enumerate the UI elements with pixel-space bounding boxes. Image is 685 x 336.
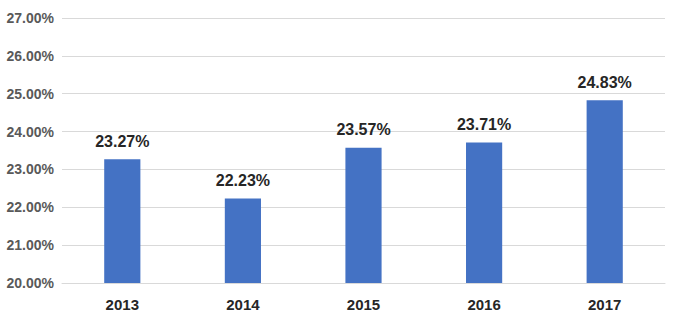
svg-text:2015: 2015 (347, 296, 380, 313)
svg-text:25.00%: 25.00% (7, 86, 55, 102)
svg-text:24.00%: 24.00% (7, 124, 55, 140)
svg-text:27.00%: 27.00% (7, 10, 55, 26)
svg-text:22.00%: 22.00% (7, 199, 55, 215)
svg-text:2013: 2013 (106, 296, 139, 313)
svg-text:2016: 2016 (467, 296, 500, 313)
svg-text:23.57%: 23.57% (336, 121, 390, 138)
svg-text:20.00%: 20.00% (7, 275, 55, 291)
svg-text:21.00%: 21.00% (7, 237, 55, 253)
svg-text:24.83%: 24.83% (578, 74, 632, 91)
svg-text:26.00%: 26.00% (7, 48, 55, 64)
svg-text:2014: 2014 (226, 296, 260, 313)
svg-text:23.71%: 23.71% (457, 116, 511, 133)
svg-text:2017: 2017 (588, 296, 621, 313)
svg-text:22.23%: 22.23% (216, 172, 270, 189)
svg-text:23.00%: 23.00% (7, 161, 55, 177)
svg-text:23.27%: 23.27% (95, 133, 149, 150)
